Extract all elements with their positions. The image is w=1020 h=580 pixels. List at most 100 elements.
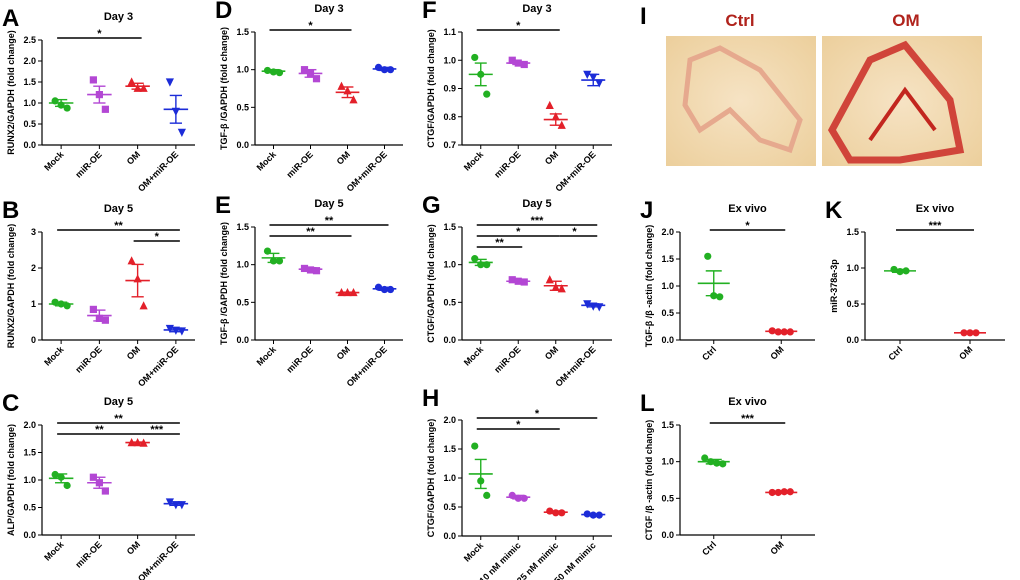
significance-label: * (516, 226, 521, 238)
x-tick-label: miR-OE (73, 539, 103, 569)
y-tick-label: 0.8 (443, 112, 456, 122)
data-point (101, 105, 109, 113)
x-tick-label: OM (543, 344, 560, 361)
x-tick-label: Ctrl (886, 344, 904, 362)
y-axis-label: RUNX2/GAPDH (fold change) (6, 224, 16, 349)
significance-label: * (535, 408, 540, 420)
y-tick-label: 1.0 (443, 260, 456, 270)
x-tick-label: 50 nM mimic (552, 540, 597, 580)
x-tick-label: Mock (255, 149, 279, 173)
x-tick-label: Mock (462, 540, 486, 564)
y-axis-label: CTGF /β -actin (fold change) (644, 420, 654, 541)
significance-label: ** (95, 424, 104, 436)
x-tick-label: OM (125, 344, 142, 361)
significance-label: * (97, 28, 102, 40)
significance-label: ** (114, 220, 123, 232)
panel-title: Day 5 (104, 203, 133, 215)
y-tick-label: 0.9 (443, 84, 456, 94)
x-tick-label: 10 nM mimic (477, 540, 522, 580)
x-tick-label: OM (125, 149, 142, 166)
significance-label: *** (929, 220, 943, 232)
panel: K Ex vivo miR-378a-3p 0.0 0.5 1.0 1.5 Ctrl OM *** (825, 197, 1005, 362)
data-point (471, 442, 479, 450)
x-tick-label: Ctrl (700, 344, 718, 362)
data-point (337, 81, 346, 90)
y-tick-label: 0.5 (23, 503, 36, 513)
y-tick-label: 1.5 (661, 420, 674, 430)
x-tick-label: Mock (462, 344, 486, 368)
panel-letter: F (422, 0, 437, 24)
data-point (595, 79, 604, 88)
x-tick-label: miR-OE (73, 149, 103, 179)
y-tick-label: 1.5 (23, 448, 36, 458)
x-tick-label: OM (768, 539, 785, 556)
panel: L Ex vivo CTGF /β -actin (fold change) 0.0 0… (640, 390, 815, 557)
y-tick-label: 0.0 (23, 140, 36, 150)
panel-letter: K (825, 197, 843, 224)
x-tick-label: OM (768, 344, 785, 361)
y-axis-label: TGF-β /GAPDH (fold change) (219, 222, 229, 345)
x-tick-label: OM (335, 149, 352, 166)
data-point (312, 75, 321, 83)
panel-title: Day 3 (522, 3, 551, 15)
panel-title: Ex vivo (728, 396, 767, 408)
y-tick-label: 0.0 (23, 530, 36, 540)
y-tick-label: 0.5 (846, 299, 859, 309)
tissue-section (868, 86, 937, 142)
y-tick-label: 1.0 (23, 475, 36, 485)
y-tick-label: 0.5 (443, 502, 456, 512)
significance-label: ** (325, 215, 334, 227)
significance-label: * (516, 419, 521, 431)
panel-title: Day 3 (314, 3, 343, 15)
y-axis-label: CTGF/GAPDH (fold change) (426, 419, 436, 538)
data-point (300, 66, 309, 74)
y-tick-label: 0.0 (661, 530, 674, 540)
data-point (139, 301, 148, 310)
panel-title: Day 5 (314, 198, 343, 210)
y-axis-label: TGF-β /GAPDH (fold change) (219, 27, 229, 150)
x-tick-label: OM (335, 344, 352, 361)
data-point (127, 77, 136, 86)
panel: A Day 3 RUNX2/GAPDH (fold change) 0.0 0.5 1.0… (2, 5, 195, 194)
y-tick-label: 2.0 (23, 420, 36, 430)
significance-label: ** (495, 237, 504, 249)
panel-title: Ex vivo (916, 203, 955, 215)
data-point (716, 293, 724, 301)
data-point (508, 276, 516, 284)
x-tick-label: miR-OE (492, 344, 522, 374)
panel-letter: I (640, 3, 647, 30)
panel-letter: G (422, 192, 441, 219)
significance-label: * (516, 20, 521, 32)
panel-letter: J (640, 197, 653, 224)
y-tick-label: 1.5 (846, 227, 859, 237)
y-tick-label: 1.0 (23, 98, 36, 108)
y-tick-label: 2 (31, 263, 36, 273)
data-point (63, 104, 71, 112)
data-point (471, 53, 479, 62)
significance-label: *** (531, 215, 545, 227)
data-point (312, 267, 321, 275)
y-tick-label: 1.5 (661, 254, 674, 264)
panel-title: Ex vivo (728, 203, 767, 215)
y-tick-label: 1.0 (236, 65, 249, 75)
x-tick-label: Mock (42, 344, 66, 368)
y-tick-label: 0.0 (846, 335, 859, 345)
y-tick-label: 1.5 (443, 444, 456, 454)
x-tick-label: OM (125, 539, 142, 556)
significance-label: ** (306, 226, 315, 238)
panel: E Day 5 TGF-β /GAPDH (fold change) 0.0 0.5 1.… (215, 192, 403, 389)
x-tick-label: Ctrl (700, 539, 718, 557)
x-tick-label: miR-OE (284, 344, 314, 374)
data-point (545, 100, 554, 110)
panel: J Ex vivo TGF-β /β -actin (fold change) 0.0… (640, 197, 815, 362)
panel: D Day 3 TGF-β /GAPDH (fold change) 0.0 0.5 1.… (215, 0, 403, 194)
y-tick-label: 2.5 (23, 35, 36, 45)
panel: C Day 5 ALP/GAPDH (fold change) 0.0 0.5 1.0 1.… (2, 390, 195, 580)
data-point (101, 316, 109, 324)
tissue-section (827, 40, 965, 164)
significance-label: *** (741, 413, 755, 425)
data-point (89, 305, 97, 313)
y-axis-label: ALP/GAPDH (fold change) (6, 424, 16, 536)
tissue-section (682, 45, 803, 154)
data-point (471, 255, 479, 263)
